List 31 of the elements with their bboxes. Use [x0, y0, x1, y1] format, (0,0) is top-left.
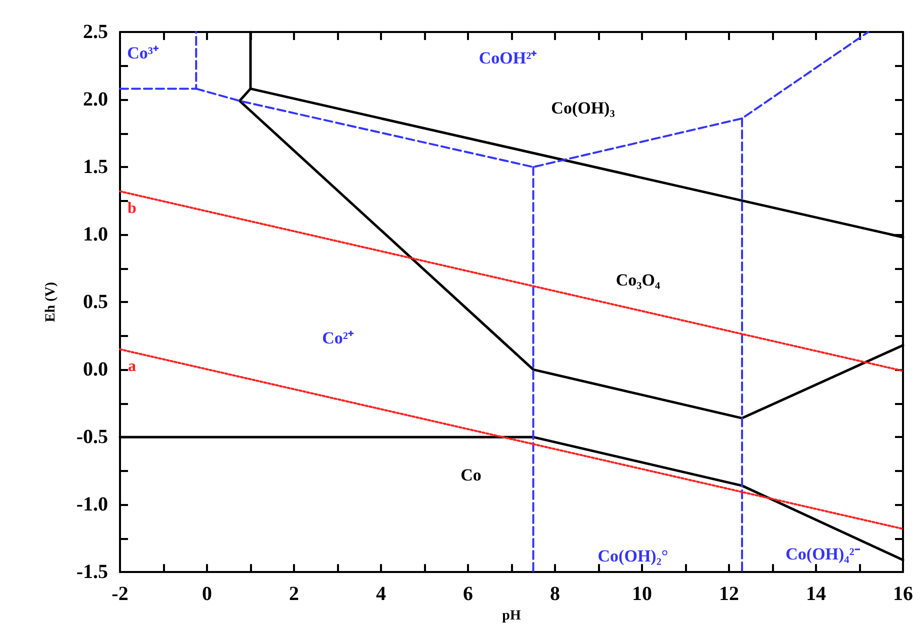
x-tick-label: 10 — [632, 583, 652, 606]
x-tick-label: 6 — [463, 583, 473, 606]
x-tick-label: 2 — [289, 583, 299, 606]
x-axis-title: pH — [502, 608, 521, 624]
y-tick-label: -1.0 — [76, 494, 108, 516]
y-tick-label: 2.0 — [83, 88, 108, 111]
x-tick-label: 0 — [202, 583, 212, 606]
y-tick-label: 1.5 — [83, 156, 108, 178]
annotation: Co(OH)₂° — [598, 546, 668, 566]
annotation: Co(OH)₄²⁻ — [786, 544, 860, 564]
x-tick-label: 14 — [806, 583, 826, 606]
annotation: CoOH²⁺ — [478, 48, 538, 68]
y-tick-label: 1.0 — [83, 224, 108, 246]
x-tick-label: 8 — [550, 583, 560, 606]
annotation: Co²⁺ — [322, 328, 354, 348]
annotation: Co₃O₄ — [616, 270, 660, 290]
annotation: Co(OH)₃ — [551, 98, 615, 118]
y-tick-label: -1.5 — [76, 561, 108, 584]
annotation: Co — [460, 466, 482, 484]
x-tick-label: 12 — [719, 583, 739, 606]
y-tick-label: 2.5 — [83, 21, 108, 43]
x-tick-label: -2 — [112, 583, 128, 606]
series-label: a — [128, 358, 136, 375]
series-label: b — [128, 200, 137, 217]
y-tick-label: 0.0 — [83, 358, 108, 381]
annotation: Co³⁺ — [127, 44, 159, 62]
y-tick-label: 0.5 — [83, 291, 108, 314]
x-tick-label: 4 — [376, 583, 386, 606]
x-tick-label: 16 — [893, 583, 913, 606]
y-tick-label: -0.5 — [76, 426, 108, 448]
y-axis-title: Eh (V) — [44, 282, 58, 322]
